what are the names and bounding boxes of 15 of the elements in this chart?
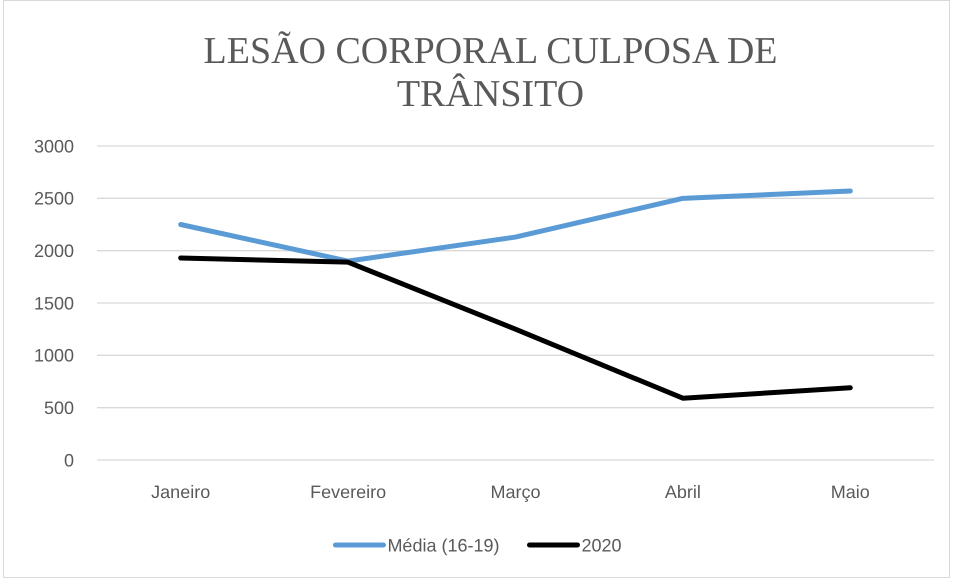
y-tick-label: 2500 <box>34 188 74 209</box>
y-tick-label: 3000 <box>34 136 74 156</box>
x-tick-label: Fevereiro <box>310 482 386 502</box>
y-tick-label: 0 <box>64 450 74 470</box>
legend-label: Média (16-19) <box>387 535 500 556</box>
y-tick-label: 1000 <box>34 346 74 366</box>
y-tick-label: 2000 <box>34 240 74 261</box>
chart-title: LESÃO CORPORAL CULPOSA DE TRÂNSITO <box>204 30 778 115</box>
x-tick-label: Janeiro <box>151 482 210 502</box>
legend-label: 2020 <box>582 535 622 556</box>
x-tick-label: Maio <box>830 482 870 502</box>
y-tick-label: 500 <box>44 398 74 418</box>
x-tick-label: Março <box>490 482 541 502</box>
x-tick-label: Abril <box>664 482 701 502</box>
y-tick-label: 1500 <box>34 293 74 314</box>
